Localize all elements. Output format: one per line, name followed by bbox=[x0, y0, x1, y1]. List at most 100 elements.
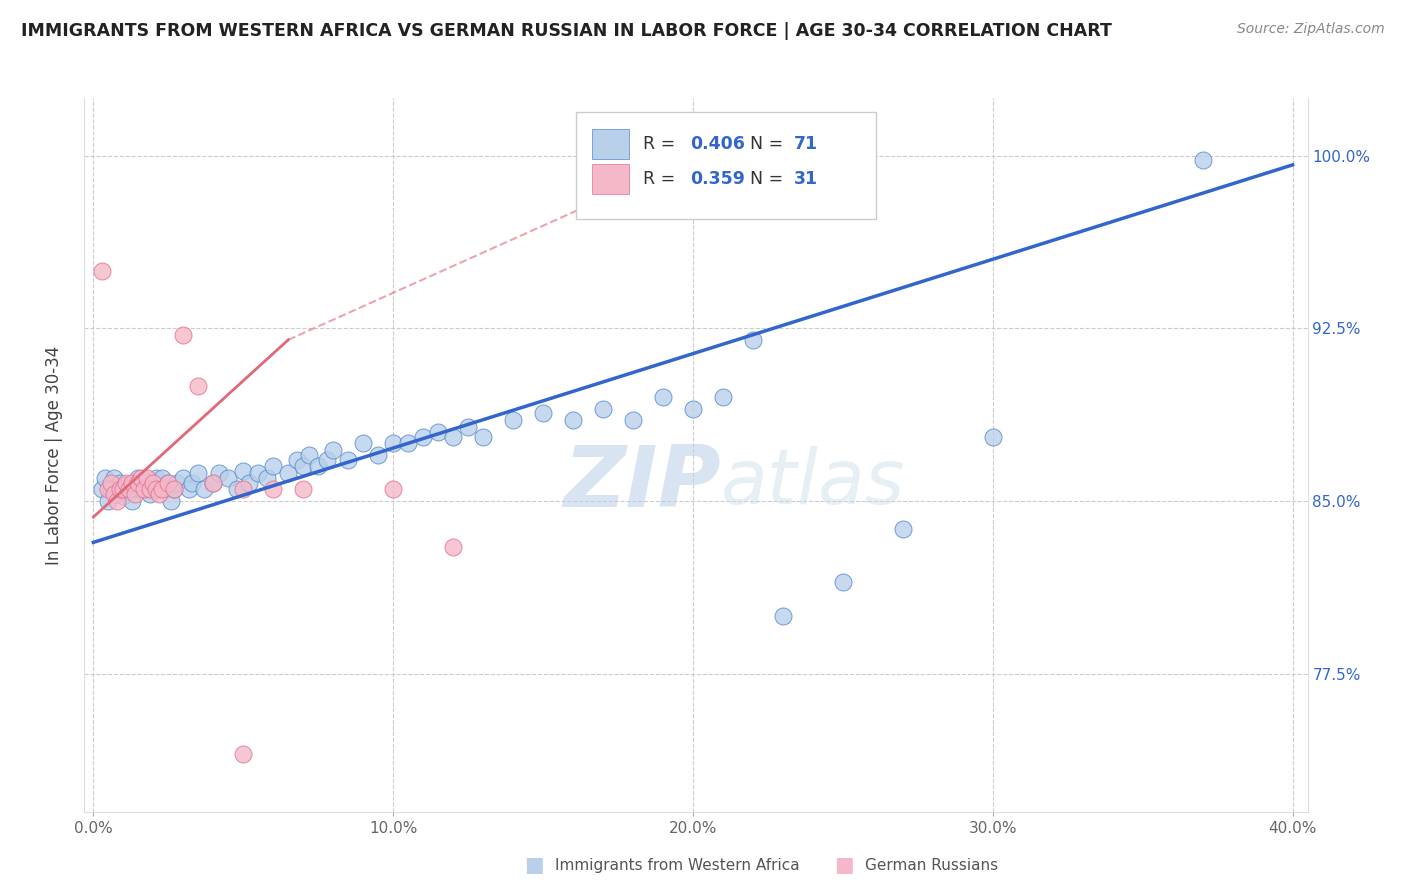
Point bbox=[91, 483, 114, 497]
Point bbox=[352, 436, 374, 450]
Point bbox=[142, 475, 165, 490]
Point bbox=[91, 264, 114, 278]
Point bbox=[172, 471, 194, 485]
Text: Immigrants from Western Africa: Immigrants from Western Africa bbox=[555, 858, 800, 872]
Point bbox=[316, 452, 339, 467]
Text: IMMIGRANTS FROM WESTERN AFRICA VS GERMAN RUSSIAN IN LABOR FORCE | AGE 30-34 CORR: IMMIGRANTS FROM WESTERN AFRICA VS GERMAN… bbox=[21, 22, 1112, 40]
Text: German Russians: German Russians bbox=[865, 858, 998, 872]
Point bbox=[262, 459, 284, 474]
Point bbox=[100, 475, 122, 490]
Text: 0.406: 0.406 bbox=[690, 135, 745, 153]
Point bbox=[148, 483, 170, 497]
Point bbox=[441, 429, 464, 443]
Point bbox=[157, 475, 180, 490]
Text: atlas: atlas bbox=[720, 447, 905, 520]
Point bbox=[652, 390, 675, 404]
Point bbox=[181, 475, 204, 490]
Point bbox=[382, 436, 405, 450]
Point bbox=[202, 475, 225, 490]
Point bbox=[298, 448, 321, 462]
Point bbox=[105, 494, 128, 508]
Point bbox=[124, 487, 146, 501]
Point bbox=[172, 328, 194, 343]
Point bbox=[307, 459, 329, 474]
Point bbox=[427, 425, 450, 439]
Text: 0.359: 0.359 bbox=[690, 170, 745, 188]
Point bbox=[134, 483, 156, 497]
Point bbox=[1191, 153, 1213, 168]
Point bbox=[277, 467, 299, 481]
Bar bbox=[592, 128, 628, 159]
Point bbox=[110, 475, 132, 490]
Point bbox=[682, 401, 704, 416]
Point bbox=[160, 494, 183, 508]
Point bbox=[134, 475, 156, 490]
Text: N =: N = bbox=[738, 170, 789, 188]
FancyBboxPatch shape bbox=[576, 112, 876, 219]
Point bbox=[103, 487, 125, 501]
Point bbox=[337, 452, 360, 467]
Point bbox=[262, 483, 284, 497]
Text: Source: ZipAtlas.com: Source: ZipAtlas.com bbox=[1237, 22, 1385, 37]
Point bbox=[621, 413, 644, 427]
Point bbox=[367, 448, 389, 462]
Point bbox=[232, 464, 254, 478]
Point bbox=[396, 436, 419, 450]
Point bbox=[150, 471, 173, 485]
Point bbox=[163, 483, 186, 497]
Point bbox=[891, 522, 914, 536]
Point bbox=[193, 483, 215, 497]
Text: 31: 31 bbox=[794, 170, 818, 188]
Point bbox=[112, 483, 135, 497]
Text: R =: R = bbox=[644, 135, 681, 153]
Bar bbox=[592, 164, 628, 194]
Point bbox=[285, 452, 308, 467]
Point bbox=[232, 747, 254, 761]
Point bbox=[94, 471, 117, 485]
Point bbox=[145, 483, 167, 497]
Point bbox=[118, 483, 141, 497]
Point bbox=[772, 609, 794, 624]
Point bbox=[131, 471, 153, 485]
Point bbox=[208, 467, 231, 481]
Point bbox=[163, 483, 186, 497]
Point bbox=[121, 475, 143, 490]
Point bbox=[118, 483, 141, 497]
Point bbox=[136, 483, 159, 497]
Point bbox=[124, 483, 146, 497]
Point bbox=[145, 471, 167, 485]
Point bbox=[148, 487, 170, 501]
Point bbox=[105, 487, 128, 501]
Point bbox=[110, 483, 132, 497]
Point bbox=[441, 540, 464, 554]
Point bbox=[155, 483, 177, 497]
Point bbox=[179, 483, 201, 497]
Point bbox=[238, 475, 260, 490]
Point bbox=[562, 413, 585, 427]
Point bbox=[187, 467, 209, 481]
Point bbox=[127, 471, 149, 485]
Point bbox=[97, 494, 120, 508]
Point bbox=[322, 443, 344, 458]
Point bbox=[202, 475, 225, 490]
Point bbox=[157, 475, 180, 490]
Text: ■: ■ bbox=[834, 855, 853, 875]
Point bbox=[412, 429, 434, 443]
Point bbox=[139, 487, 162, 501]
Point bbox=[232, 483, 254, 497]
Point bbox=[121, 494, 143, 508]
Point bbox=[115, 478, 138, 492]
Point bbox=[256, 471, 278, 485]
Point bbox=[166, 475, 188, 490]
Text: R =: R = bbox=[644, 170, 681, 188]
Y-axis label: In Labor Force | Age 30-34: In Labor Force | Age 30-34 bbox=[45, 345, 63, 565]
Point bbox=[711, 390, 734, 404]
Point bbox=[131, 483, 153, 497]
Point bbox=[981, 429, 1004, 443]
Point bbox=[187, 379, 209, 393]
Point bbox=[142, 475, 165, 490]
Point bbox=[382, 483, 405, 497]
Point bbox=[226, 483, 249, 497]
Point bbox=[97, 483, 120, 497]
Point bbox=[115, 475, 138, 490]
